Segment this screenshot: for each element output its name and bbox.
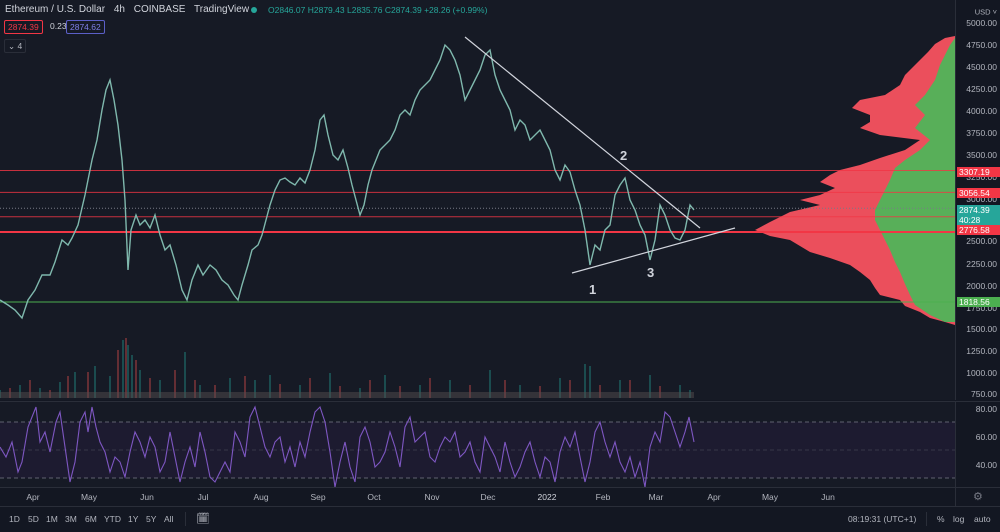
- tick: 4500.00: [966, 62, 997, 72]
- time-label: Sep: [310, 492, 326, 502]
- rsi-svg: [0, 405, 955, 488]
- tick: 4000.00: [966, 106, 997, 116]
- auto-scale-toggle[interactable]: auto: [974, 514, 991, 524]
- spread-value: 0.23: [50, 21, 67, 31]
- time-label: Mar: [648, 492, 664, 502]
- range-all-button[interactable]: All: [164, 514, 174, 524]
- tick: 4250.00: [966, 84, 997, 94]
- time-label: Apr: [26, 492, 40, 502]
- time-label: Aug: [253, 492, 269, 502]
- price-label-2776: 2776.58: [957, 225, 1000, 235]
- time-label: Jun: [821, 492, 835, 502]
- source: TradingView: [194, 4, 250, 15]
- go-to-date-icon[interactable]: 🗓: [196, 513, 210, 525]
- symbol-name[interactable]: Ethereum / U.S. Dollar: [5, 4, 106, 15]
- volume-histogram: [0, 338, 694, 398]
- tick: 1500.00: [966, 324, 997, 334]
- sell-price-button[interactable]: 2874.39: [4, 20, 43, 34]
- descending-trendline: [464, 36, 701, 229]
- tick: 1750.00: [966, 303, 997, 313]
- annotation-1: 1: [589, 282, 597, 297]
- bottom-toolbar: 1D 5D 1M 3M 6M YTD 1Y 5Y All 🗓 08:19:31 …: [0, 506, 1000, 532]
- range-6m-button[interactable]: 6M: [85, 514, 97, 524]
- tick: 1000.00: [966, 368, 997, 378]
- tick: 2000.00: [966, 281, 997, 291]
- ohlc-values: O2846.07 H2879.43 L2835.76 C2874.39 +28.…: [268, 5, 488, 15]
- tick: 80.00: [975, 404, 997, 414]
- time-label: 2022: [537, 492, 557, 502]
- clock: 08:19:31 (UTC+1): [848, 514, 917, 524]
- price-axis[interactable]: USD ˅ 5000.00 4750.00 4500.00 4250.00 40…: [955, 0, 1000, 400]
- exchange: COINBASE: [133, 4, 186, 15]
- price-label-1818: 1818.56: [957, 297, 1000, 307]
- interval[interactable]: 4h: [113, 4, 125, 15]
- time-label: Oct: [367, 492, 381, 502]
- time-label: Apr: [707, 492, 721, 502]
- time-label: Jul: [197, 492, 209, 502]
- range-ytd-button[interactable]: YTD: [104, 514, 121, 524]
- tick: 1250.00: [966, 346, 997, 356]
- tick: 3750.00: [966, 128, 997, 138]
- price-label-3056: 3056.54: [957, 188, 1000, 198]
- rsi-pane[interactable]: [0, 401, 955, 488]
- divider: [926, 512, 927, 526]
- tick: 40.00: [975, 460, 997, 470]
- tick: 3500.00: [966, 150, 997, 160]
- log-scale-toggle[interactable]: log: [953, 514, 965, 524]
- range-1y-button[interactable]: 1Y: [128, 514, 139, 524]
- symbol-header[interactable]: Ethereum / U.S. Dollar 4h COINBASE Tradi…: [5, 4, 255, 15]
- time-label: May: [761, 492, 779, 502]
- settings-corner[interactable]: ⚙: [955, 487, 1000, 506]
- time-label: Dec: [480, 492, 496, 502]
- tick: 2500.00: [966, 236, 997, 246]
- range-5y-button[interactable]: 5Y: [146, 514, 157, 524]
- tick: 750.00: [971, 389, 997, 399]
- percent-scale-toggle[interactable]: %: [937, 514, 945, 524]
- time-label: Feb: [595, 492, 611, 502]
- annotation-2: 2: [620, 148, 628, 163]
- time-label: Jun: [140, 492, 154, 502]
- rsi-line: [0, 405, 695, 488]
- price-chart-svg: [0, 36, 955, 398]
- price-label-3307: 3307.19: [957, 167, 1000, 177]
- ascending-trendline: [571, 227, 736, 274]
- currency-selector[interactable]: USD ˅: [974, 7, 997, 17]
- indicators-toggle-button[interactable]: ⌄ 4: [4, 39, 27, 53]
- time-label: Nov: [424, 492, 440, 502]
- market-status-icon: [251, 7, 257, 13]
- tick: 3000.00: [966, 194, 997, 204]
- tick: 3250.00: [966, 172, 997, 182]
- time-axis[interactable]: Apr May Jun Jul Aug Sep Oct Nov Dec 2022…: [0, 487, 955, 506]
- tick: 4750.00: [966, 40, 997, 50]
- last-price-label: 2874.39 40:28: [957, 205, 1000, 225]
- time-label: May: [80, 492, 98, 502]
- price-line: [0, 43, 695, 320]
- tick: 5000.00: [966, 18, 997, 28]
- gear-icon[interactable]: ⚙: [973, 491, 983, 503]
- tick: 60.00: [975, 432, 997, 442]
- divider: [185, 512, 186, 526]
- range-1d-button[interactable]: 1D: [9, 514, 20, 524]
- rsi-axis[interactable]: 80.00 60.00 40.00: [955, 401, 1000, 488]
- range-5d-button[interactable]: 5D: [28, 514, 39, 524]
- range-3m-button[interactable]: 3M: [65, 514, 77, 524]
- annotation-3: 3: [647, 265, 655, 280]
- chevron-down-icon: ⌄: [8, 41, 18, 51]
- price-pane[interactable]: Ethereum / U.S. Dollar 4h COINBASE Tradi…: [0, 0, 955, 400]
- range-1m-button[interactable]: 1M: [46, 514, 58, 524]
- buy-price-button[interactable]: 2874.62: [66, 20, 105, 34]
- tick: 2250.00: [966, 259, 997, 269]
- volume-profile: [755, 36, 955, 325]
